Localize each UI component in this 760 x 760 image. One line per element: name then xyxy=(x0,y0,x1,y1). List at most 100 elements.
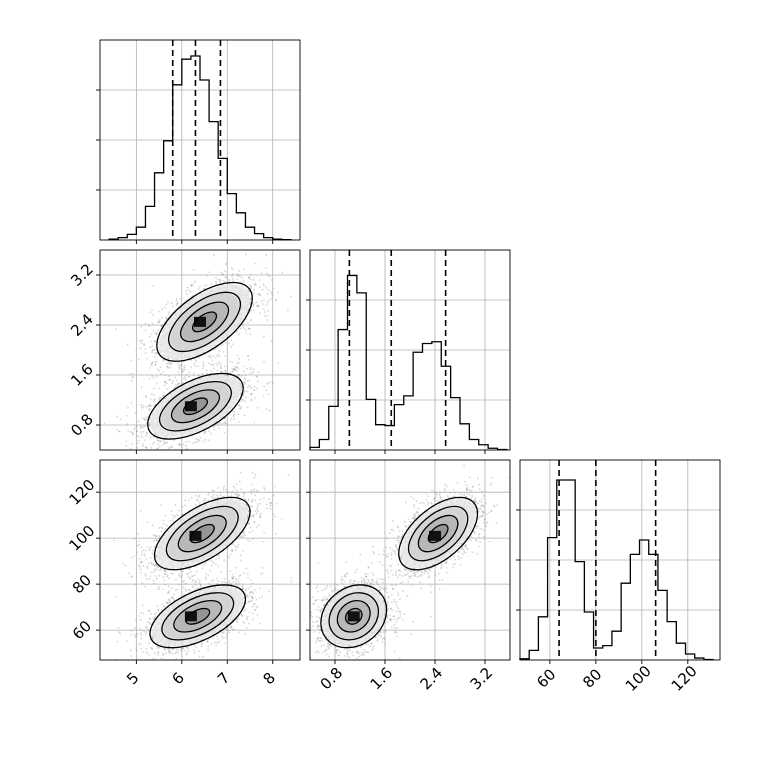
scatter-point xyxy=(145,435,147,437)
scatter-point xyxy=(198,582,201,584)
scatter-point xyxy=(131,443,133,445)
scatter-point xyxy=(219,366,222,369)
density-peak xyxy=(184,401,197,412)
scatter-point xyxy=(138,627,141,630)
scatter-point xyxy=(156,368,159,371)
scatter-point xyxy=(206,274,209,277)
scatter-point xyxy=(129,447,132,450)
scatter-point xyxy=(144,446,147,449)
scatter-point xyxy=(158,349,161,352)
scatter-point xyxy=(256,380,259,383)
scatter-point xyxy=(159,373,162,375)
scatter-point xyxy=(244,608,247,611)
scatter-point xyxy=(169,378,171,381)
scatter-point xyxy=(260,300,263,303)
scatter-point xyxy=(164,583,167,586)
scatter-point xyxy=(162,439,165,441)
scatter-point xyxy=(156,447,159,450)
scatter-point xyxy=(153,441,156,444)
scatter-point xyxy=(228,631,231,634)
scatter-point xyxy=(156,331,158,334)
scatter-point xyxy=(232,280,235,282)
scatter-point xyxy=(287,309,289,312)
scatter-point xyxy=(119,632,121,635)
scatter-point xyxy=(159,351,162,354)
scatter-point xyxy=(229,420,232,422)
scatter-point xyxy=(249,591,252,593)
scatter-point xyxy=(263,311,266,313)
scatter-point xyxy=(241,284,244,287)
scatter-point xyxy=(248,276,251,278)
scatter-point xyxy=(257,371,260,374)
scatter-point xyxy=(186,447,189,450)
scatter-point xyxy=(172,380,174,382)
scatter-point xyxy=(165,441,167,444)
scatter-point xyxy=(242,323,245,325)
scatter-point xyxy=(241,399,244,402)
scatter-point xyxy=(236,366,239,368)
scatter-point xyxy=(164,648,167,651)
scatter-point xyxy=(169,650,172,653)
scatter-point xyxy=(138,643,140,645)
scatter-point xyxy=(243,382,245,384)
scatter-point xyxy=(188,588,190,591)
scatter-point xyxy=(154,364,157,366)
scatter-point xyxy=(250,392,252,395)
scatter-point xyxy=(163,442,166,444)
scatter-point xyxy=(131,372,134,375)
scatter-point xyxy=(168,450,170,452)
scatter-point xyxy=(265,389,268,392)
scatter-point xyxy=(153,652,156,655)
scatter-point xyxy=(247,386,249,389)
scatter-point xyxy=(156,351,158,354)
scatter-point xyxy=(242,279,245,282)
scatter-point xyxy=(146,432,149,435)
scatter-point xyxy=(178,443,181,446)
scatter-point xyxy=(144,348,147,350)
scatter-point xyxy=(164,381,167,384)
scatter-point xyxy=(244,381,246,383)
scatter-point xyxy=(254,283,257,286)
scatter-point xyxy=(154,398,157,401)
scatter-point xyxy=(127,430,130,432)
scatter-point xyxy=(243,382,246,385)
scatter-point xyxy=(142,426,145,428)
scatter-point xyxy=(223,631,225,634)
scatter-point xyxy=(150,446,153,449)
scatter-point xyxy=(130,649,132,651)
scatter-point xyxy=(232,410,234,413)
scatter-point xyxy=(203,285,206,287)
scatter-point xyxy=(144,322,147,325)
scatter-point xyxy=(208,354,211,357)
scatter-point xyxy=(130,630,133,632)
scatter-point xyxy=(142,430,145,433)
scatter-point xyxy=(139,431,142,434)
scatter-point xyxy=(248,384,251,387)
joint-content xyxy=(113,471,293,660)
scatter-point xyxy=(221,273,224,276)
scatter-point xyxy=(149,346,152,349)
scatter-point xyxy=(257,305,259,308)
scatter-point xyxy=(136,430,138,433)
scatter-point xyxy=(231,361,234,363)
scatter-point xyxy=(228,580,231,582)
scatter-point xyxy=(153,401,156,403)
scatter-point xyxy=(262,303,265,306)
scatter-point xyxy=(249,303,252,306)
scatter-point xyxy=(226,628,228,631)
scatter-point xyxy=(243,621,246,624)
scatter-point xyxy=(130,430,132,433)
scatter-point xyxy=(266,382,269,385)
scatter-point xyxy=(168,362,171,365)
scatter-point xyxy=(258,279,261,281)
scatter-point xyxy=(203,432,206,435)
scatter-point xyxy=(140,404,142,406)
scatter-point xyxy=(251,372,254,374)
scatter-point xyxy=(246,367,249,370)
scatter-point xyxy=(158,321,161,323)
scatter-point xyxy=(259,294,262,297)
scatter-point xyxy=(192,579,194,582)
scatter-point xyxy=(127,406,129,409)
